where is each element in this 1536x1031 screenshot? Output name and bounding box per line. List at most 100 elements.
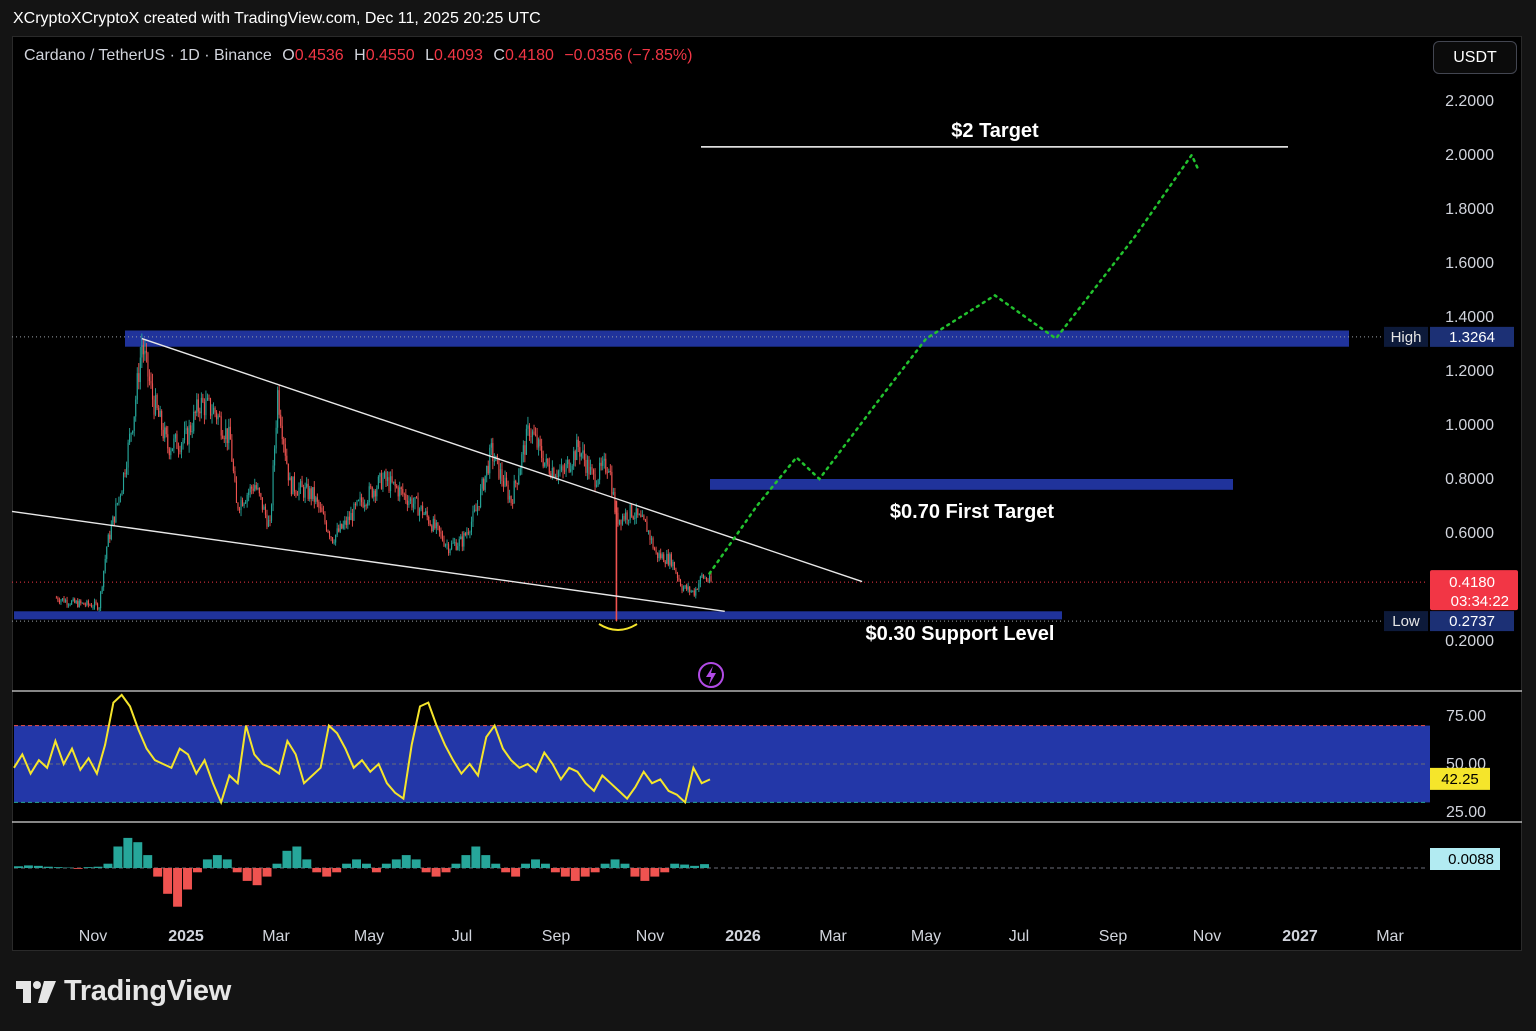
candle-body	[559, 470, 561, 472]
candle-body	[641, 515, 643, 517]
candle-body	[391, 476, 393, 483]
candle-body	[480, 488, 482, 508]
histogram-bar	[391, 859, 401, 868]
candle-body	[582, 450, 584, 454]
histogram-bar	[531, 859, 540, 868]
candle-body	[377, 476, 379, 489]
candle-body	[81, 602, 83, 604]
candle-body	[348, 516, 350, 521]
candle-body	[423, 513, 425, 515]
candle-body	[557, 471, 559, 477]
candle-body	[631, 504, 633, 517]
candle-body	[286, 455, 288, 464]
candle-body	[458, 539, 460, 547]
candle-body	[628, 519, 630, 521]
candle-body	[283, 438, 285, 445]
candle-body	[299, 481, 302, 488]
candle-body	[217, 415, 219, 420]
candle-body	[525, 428, 527, 455]
candle-body	[350, 512, 352, 521]
time-axis-label: Sep	[1099, 928, 1128, 945]
candle-body	[528, 425, 530, 437]
candle-body	[618, 519, 621, 525]
candle-body	[193, 411, 195, 432]
histogram-bar	[163, 868, 173, 894]
candle-body	[257, 487, 259, 489]
price-tick-label: 1.0000	[1445, 417, 1494, 434]
candle-body	[184, 430, 186, 441]
candle-body	[251, 486, 253, 489]
time-axis-label: Jul	[452, 928, 472, 945]
candle-body	[318, 501, 320, 508]
candle-body	[463, 533, 465, 547]
histogram-bar	[173, 868, 183, 907]
candle-body	[78, 600, 80, 607]
candle-body	[460, 536, 462, 540]
tradingview-logo[interactable]: TradingView	[16, 975, 231, 1008]
candle-body	[710, 576, 712, 582]
high-value: 0.4550	[365, 47, 415, 64]
candle-body	[95, 601, 97, 604]
candle-body	[287, 463, 289, 481]
histogram-bar	[540, 863, 550, 868]
candle-body	[290, 477, 292, 495]
histogram-bar	[322, 868, 332, 877]
histogram-bar	[521, 863, 531, 868]
candle-body	[637, 508, 639, 515]
candle-body	[585, 459, 587, 473]
open-value: 0.4536	[294, 47, 344, 64]
candle-body	[545, 458, 547, 463]
candle-body	[399, 487, 401, 497]
histogram-bar	[461, 855, 471, 868]
candle-body	[686, 585, 688, 590]
candle-body	[461, 536, 463, 547]
candle-body	[191, 431, 193, 433]
candle-body	[80, 600, 82, 604]
candle-body	[414, 497, 416, 504]
candle-body	[179, 450, 181, 452]
candle-body	[393, 481, 395, 483]
candle-body	[568, 460, 570, 472]
candle-body	[397, 487, 399, 497]
candle-body	[84, 604, 86, 606]
candle-body	[438, 525, 440, 532]
candle-body	[69, 604, 71, 606]
candle-body	[362, 502, 364, 508]
candle-body	[182, 440, 184, 445]
candle-body	[638, 514, 640, 516]
histogram-bar	[33, 865, 43, 868]
candle-body	[127, 442, 129, 468]
candle-body	[165, 427, 167, 435]
candle-body	[386, 477, 389, 481]
histogram-bar	[332, 868, 342, 873]
candle-body	[371, 487, 373, 498]
candle-body	[197, 399, 199, 412]
candle-body	[608, 470, 610, 473]
candle-body	[264, 506, 266, 515]
histogram-bar	[610, 859, 620, 868]
rsi-line	[13, 693, 711, 806]
histogram-bar	[212, 855, 222, 868]
candle-body	[66, 599, 68, 605]
candle-body	[591, 466, 593, 470]
candle-body	[170, 450, 172, 456]
currency-button[interactable]: USDT	[1433, 41, 1517, 74]
candle-body	[484, 475, 486, 490]
candle-body	[705, 577, 708, 581]
candle-body	[664, 562, 666, 564]
candle-body	[620, 519, 622, 525]
histogram-bar	[352, 859, 361, 868]
histogram-bar	[491, 863, 501, 868]
candle-body	[429, 523, 431, 526]
histogram-bar	[371, 868, 381, 873]
candle-body	[475, 509, 477, 512]
candle-body	[115, 503, 117, 523]
candle-body	[266, 514, 268, 527]
candle-body	[654, 548, 656, 551]
candle-body	[527, 425, 529, 429]
symbol-label[interactable]: Cardano / TetherUS · 1D · Binance	[24, 47, 272, 64]
candle-body	[267, 520, 270, 527]
candle-body	[426, 511, 428, 517]
candle-body	[304, 486, 306, 498]
